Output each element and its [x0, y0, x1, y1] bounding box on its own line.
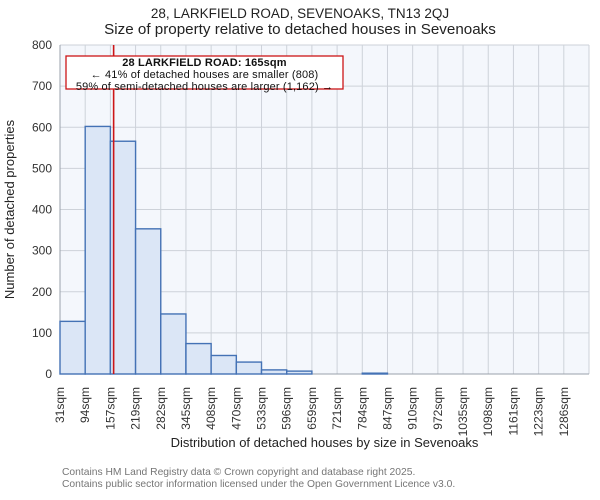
- svg-text:0: 0: [45, 367, 52, 381]
- svg-text:94sqm: 94sqm: [78, 387, 92, 423]
- svg-text:659sqm: 659sqm: [305, 387, 319, 430]
- svg-text:470sqm: 470sqm: [229, 387, 243, 430]
- svg-text:784sqm: 784sqm: [355, 387, 369, 430]
- svg-text:157sqm: 157sqm: [103, 387, 117, 430]
- svg-text:345sqm: 345sqm: [179, 387, 193, 430]
- svg-text:596sqm: 596sqm: [280, 387, 294, 430]
- svg-text:721sqm: 721sqm: [330, 387, 344, 430]
- svg-text:28 LARKFIELD ROAD: 165sqm: 28 LARKFIELD ROAD: 165sqm: [122, 57, 287, 69]
- svg-text:219sqm: 219sqm: [129, 387, 143, 430]
- svg-text:400: 400: [32, 203, 52, 217]
- svg-text:600: 600: [32, 120, 52, 134]
- svg-text:200: 200: [32, 285, 52, 299]
- svg-text:282sqm: 282sqm: [154, 387, 168, 430]
- svg-text:Distribution of detached house: Distribution of detached houses by size …: [171, 435, 479, 450]
- svg-text:100: 100: [32, 326, 52, 340]
- svg-text:700: 700: [32, 79, 52, 93]
- svg-text:847sqm: 847sqm: [380, 387, 394, 430]
- svg-text:1286sqm: 1286sqm: [557, 387, 571, 436]
- svg-text:← 41% of detached houses are s: ← 41% of detached houses are smaller (80…: [91, 69, 319, 81]
- svg-text:Number of detached properties: Number of detached properties: [2, 119, 17, 299]
- svg-text:1098sqm: 1098sqm: [481, 387, 495, 436]
- svg-text:59% of semi-detached houses ar: 59% of semi-detached houses are larger (…: [76, 81, 333, 93]
- svg-text:31sqm: 31sqm: [53, 387, 67, 423]
- svg-text:800: 800: [32, 38, 52, 52]
- svg-text:408sqm: 408sqm: [204, 387, 218, 430]
- svg-text:1223sqm: 1223sqm: [532, 387, 546, 436]
- svg-text:1035sqm: 1035sqm: [456, 387, 470, 436]
- svg-text:972sqm: 972sqm: [431, 387, 445, 430]
- svg-text:533sqm: 533sqm: [255, 387, 269, 430]
- svg-text:300: 300: [32, 244, 52, 258]
- svg-text:910sqm: 910sqm: [406, 387, 420, 430]
- svg-text:1161sqm: 1161sqm: [506, 387, 520, 435]
- svg-text:500: 500: [32, 161, 52, 175]
